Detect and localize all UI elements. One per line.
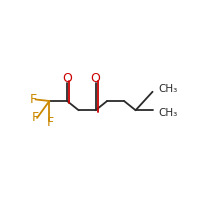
Text: CH₃: CH₃ xyxy=(159,108,178,118)
Text: O: O xyxy=(62,72,72,85)
Text: CH₃: CH₃ xyxy=(159,84,178,94)
Text: F: F xyxy=(46,116,53,129)
Text: F: F xyxy=(30,93,37,106)
Text: O: O xyxy=(91,72,101,85)
Text: F: F xyxy=(31,111,39,124)
